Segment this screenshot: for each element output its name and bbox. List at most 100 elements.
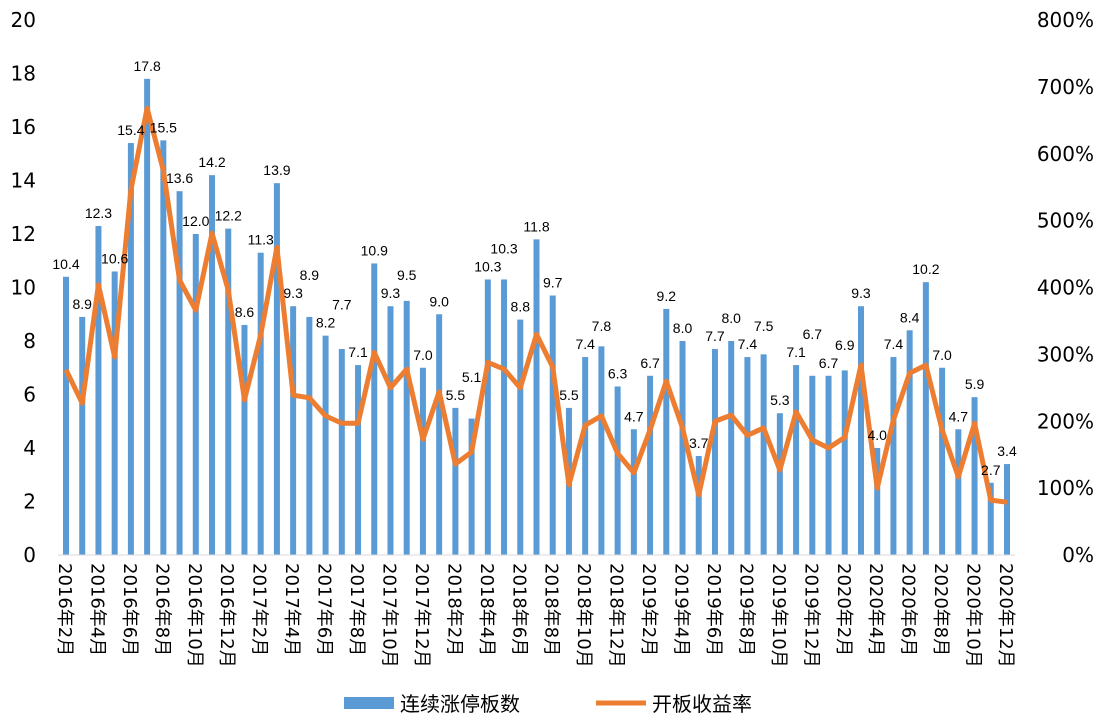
bar — [371, 263, 378, 555]
bar — [290, 306, 297, 555]
x-tick-label: 2018年8月 — [541, 563, 562, 656]
bar — [160, 140, 167, 555]
x-tick-label: 2019年8月 — [735, 563, 756, 656]
data-label: 11.3 — [248, 232, 274, 248]
bar — [79, 316, 86, 555]
x-tick-label: 2017年8月 — [346, 563, 367, 656]
legend-line-label: 开板收益率 — [652, 692, 752, 716]
data-label: 8.0 — [721, 310, 741, 326]
x-tick-label: 2020年12月 — [995, 563, 1016, 668]
x-tick-label: 2016年10月 — [184, 563, 205, 668]
x-tick-label: 2020年10月 — [963, 563, 984, 668]
bar — [744, 357, 751, 555]
data-label: 9.0 — [429, 293, 449, 309]
data-label: 12.0 — [182, 213, 209, 229]
data-label: 9.7 — [543, 275, 563, 291]
bar — [452, 407, 459, 555]
data-label: 5.5 — [559, 387, 579, 403]
bar — [549, 295, 556, 555]
x-tick-label: 2018年12月 — [606, 563, 627, 668]
left-axis: 0 2 4 6 8 10 12 14 16 18 20 — [11, 8, 36, 567]
bar — [922, 282, 929, 555]
data-label: 8.9 — [72, 296, 92, 312]
x-tick-label: 2020年4月 — [865, 563, 886, 656]
x-tick-label: 2016年6月 — [119, 563, 140, 656]
data-label: 9.3 — [851, 285, 871, 301]
data-label: 12.2 — [215, 208, 242, 224]
data-label: 4.7 — [624, 408, 644, 424]
bar — [647, 375, 654, 555]
bar — [63, 276, 69, 555]
bar — [144, 78, 151, 555]
y-right-tick-label: 500% — [1037, 209, 1094, 233]
x-tick-label: 2018年10月 — [573, 563, 594, 668]
data-label: 6.7 — [803, 326, 823, 342]
bar — [890, 357, 897, 555]
bar — [501, 279, 508, 555]
bar — [955, 429, 962, 555]
y-left-tick-label: 0 — [23, 543, 36, 567]
bar — [517, 319, 524, 555]
legend-bar-label: 连续涨停板数 — [400, 692, 520, 716]
bar — [874, 448, 881, 555]
data-label: 10.6 — [101, 250, 128, 266]
right-axis: 0% 100% 200% 300% 400% 500% 600% 700% 800% — [1037, 8, 1094, 567]
x-tick-label: 2019年10月 — [768, 563, 789, 668]
bar — [728, 341, 735, 555]
bar — [436, 314, 443, 555]
x-tick-label: 2019年4月 — [671, 563, 692, 656]
data-label: 7.7 — [705, 328, 725, 344]
data-label: 8.9 — [300, 267, 320, 283]
data-label: 7.4 — [738, 336, 758, 352]
data-label: 7.0 — [413, 347, 433, 363]
data-label: 15.4 — [117, 122, 144, 138]
y-right-tick-label: 600% — [1037, 142, 1094, 166]
data-label: 10.9 — [361, 242, 388, 258]
data-label: 5.3 — [770, 392, 790, 408]
x-tick-label: 2016年8月 — [151, 563, 172, 656]
bar — [484, 279, 491, 555]
data-label: 7.5 — [754, 318, 774, 334]
x-tick-label: 2016年4月 — [86, 563, 107, 656]
bar — [987, 482, 994, 555]
bar — [598, 346, 605, 555]
bar — [355, 365, 362, 555]
data-label: 7.1 — [348, 344, 368, 360]
bar — [419, 367, 426, 555]
bar — [857, 306, 864, 555]
x-tick-label: 2017年10月 — [378, 563, 399, 668]
bar — [95, 225, 102, 555]
bar — [241, 324, 248, 555]
data-label: 17.8 — [133, 58, 160, 74]
bar — [760, 354, 767, 555]
bar — [338, 349, 345, 555]
data-label: 2.7 — [981, 462, 1001, 478]
legend: 连续涨停板数 开板收益率 — [344, 692, 752, 716]
data-label: 10.4 — [52, 256, 79, 272]
data-label: 11.8 — [523, 218, 549, 234]
data-label: 9.5 — [397, 267, 417, 283]
y-left-tick-label: 10 — [11, 276, 36, 300]
bar — [403, 300, 410, 555]
y-right-tick-label: 100% — [1037, 476, 1094, 500]
x-tick-label: 2020年6月 — [898, 563, 919, 656]
data-label: 10.3 — [490, 240, 517, 256]
data-label: 13.9 — [263, 162, 290, 178]
x-tick-label: 2016年2月 — [54, 563, 75, 656]
x-tick-label: 2018年4月 — [476, 563, 497, 656]
bar — [906, 330, 913, 555]
legend-bar-swatch — [344, 697, 394, 709]
y-right-tick-label: 200% — [1037, 409, 1094, 433]
bar — [1004, 464, 1010, 555]
x-axis: 2016年2月 2016年4月 2016年6月 2016年8月 2016年10月 2016… — [54, 563, 1016, 668]
x-tick-label: 2016年12月 — [216, 563, 237, 668]
bar — [192, 234, 199, 555]
bar — [663, 308, 670, 555]
bar — [225, 228, 232, 555]
data-label: 5.5 — [446, 387, 466, 403]
y-left-tick-label: 4 — [23, 436, 36, 460]
data-label: 7.8 — [592, 318, 612, 334]
data-label: 6.7 — [819, 355, 839, 371]
y-left-tick-label: 8 — [23, 329, 36, 353]
bar — [306, 316, 313, 555]
